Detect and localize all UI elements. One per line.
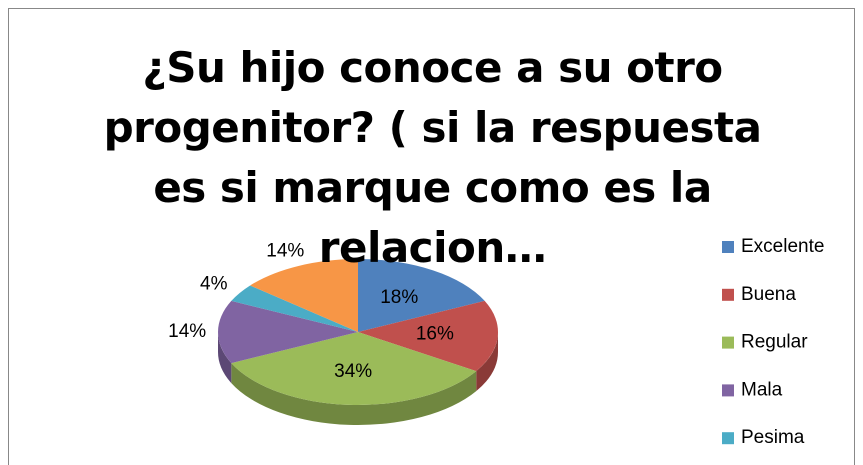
- data-label: 18%: [380, 287, 418, 308]
- legend-label: Mala: [741, 379, 783, 400]
- legend-swatch: [722, 384, 734, 397]
- data-label: 4%: [200, 273, 228, 294]
- data-label: 16%: [416, 324, 454, 345]
- pie-side: [218, 332, 232, 384]
- legend-label: Excelente: [741, 236, 824, 257]
- chart-title: ¿Su hijo conoce a su otro progenitor? ( …: [103, 43, 762, 272]
- pie-slice: [358, 300, 498, 372]
- pie-side: [231, 363, 477, 426]
- legend-swatch: [722, 241, 734, 253]
- legend-label: Pesima: [741, 427, 805, 448]
- data-label: 14%: [168, 321, 206, 342]
- pie-side: [476, 332, 498, 392]
- data-label: 34%: [334, 361, 372, 382]
- pie-slice: [231, 332, 477, 406]
- legend-label: Buena: [741, 284, 796, 305]
- legend-label: Regular: [741, 332, 808, 353]
- legend-swatch: [722, 288, 734, 301]
- pie-slice: [250, 259, 358, 332]
- pie-slice: [218, 300, 358, 364]
- legend-swatch: [722, 336, 734, 349]
- legend-swatch: [722, 432, 734, 445]
- pie-slice: [231, 285, 358, 332]
- data-label: 14%: [266, 240, 304, 261]
- pie-slice: [358, 259, 485, 332]
